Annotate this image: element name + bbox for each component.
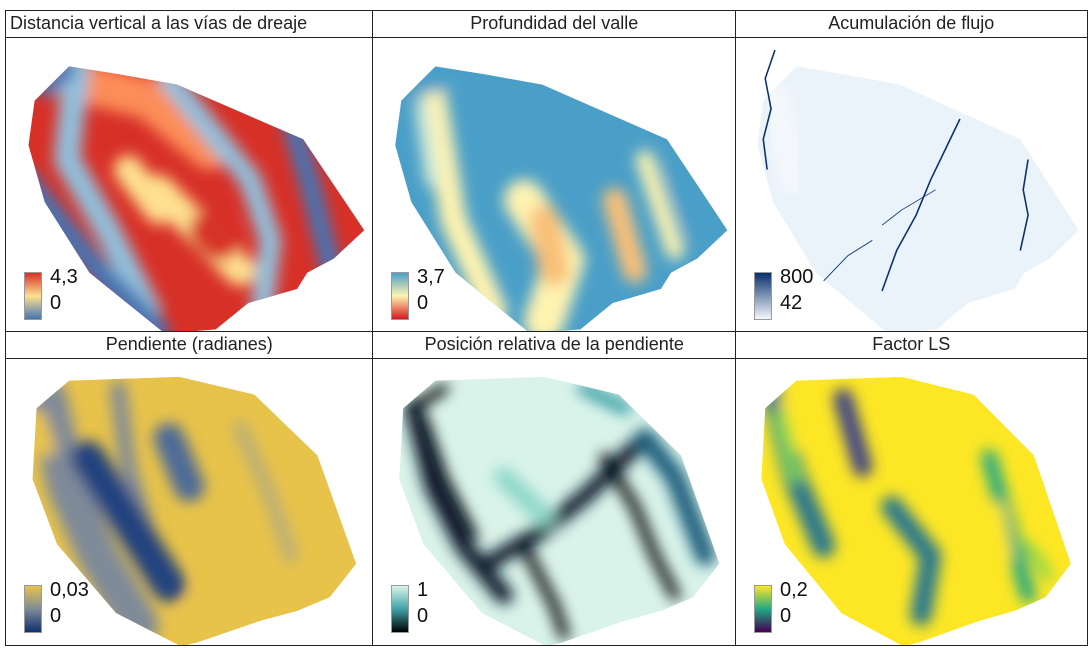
legend-max-label: 3,7 [417,265,445,288]
panel-title: Distancia vertical a las vías de dreaje [6,11,373,38]
raster-surface [399,376,720,645]
panel-title: Posición relativa de la pendiente [373,332,736,359]
panel-title: Factor LS [736,332,1087,359]
raster-surface [32,376,357,645]
panel-ls-factor: Factor LS 0,2 0 [735,331,1088,646]
legend-colorbar [24,584,42,633]
panel-flow-accumulation: Acumulación de flujo 800 42 [735,10,1088,333]
legend-max-label: 0,03 [50,578,89,601]
legend-min-label: 0 [417,604,429,627]
map-ls-factor [761,376,1071,645]
map-vertical-distance [28,66,365,332]
legend-min-label: 42 [780,291,803,314]
raster-surface [28,66,365,332]
legend-min-label: 0 [50,604,62,627]
legend-max-label: 0,2 [780,578,808,601]
legend-min-label: 0 [780,604,792,627]
panel-vertical-distance: Distancia vertical a las vías de dreaje … [5,10,374,333]
legend-min-label: 0 [417,291,429,314]
legend-colorbar [754,271,772,320]
panel-valley-depth: Profundidad del valle 3,7 0 [372,10,737,333]
drainage-lines [762,49,1029,292]
panel-slope: Pendiente (radianes) 0,03 0 [5,331,374,646]
panel-title: Profundidad del valle [373,11,736,38]
map-relative-slope-position [399,376,720,645]
legend-colorbar [24,271,42,320]
panel-title: Pendiente (radianes) [6,332,373,359]
raster-surface [757,66,1079,332]
legend-max-label: 1 [417,578,429,601]
map-flow-accumulation [757,49,1079,332]
panel-title: Acumulación de flujo [736,11,1087,38]
raster-surface [395,66,728,332]
legend-max-label: 4,3 [50,265,78,288]
legend-colorbar [391,271,409,320]
map-slope [32,376,357,645]
map-valley-depth [395,66,728,332]
legend-colorbar [754,584,772,633]
legend-max-label: 800 [780,265,814,288]
figure-grid: Distancia vertical a las vías de dreaje … [5,10,1088,646]
panel-relative-slope-position: Posición relativa de la pendiente 1 0 [372,331,737,646]
legend-min-label: 0 [50,291,62,314]
legend-colorbar [391,584,409,633]
raster-surface [761,376,1071,645]
